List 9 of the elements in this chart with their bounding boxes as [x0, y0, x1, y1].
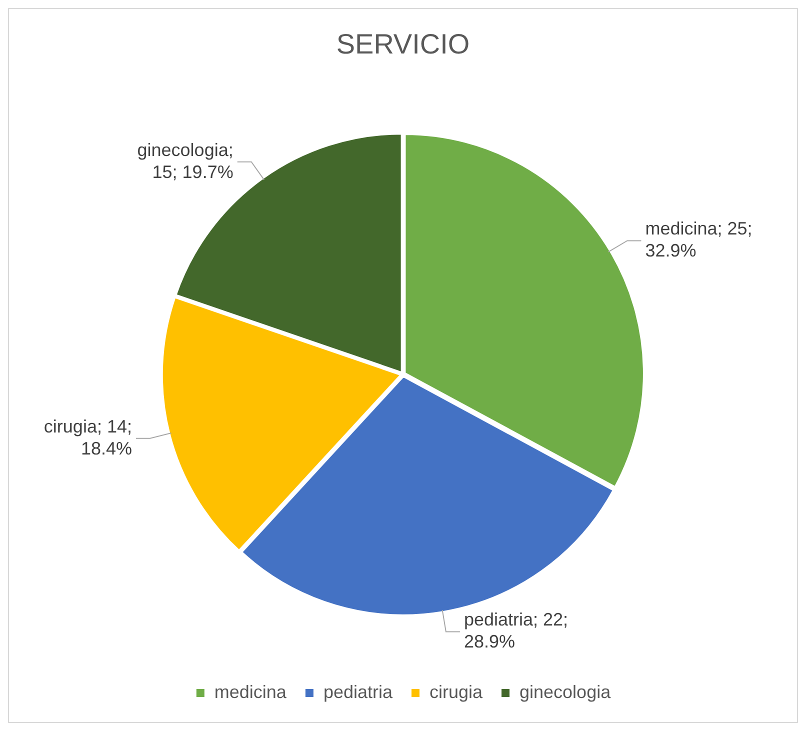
data-label: pediatria; 22; 28.9% — [464, 610, 568, 652]
legend-label: pediatria — [323, 682, 394, 702]
legend-label: medicina — [214, 682, 288, 702]
legend-label: cirugia — [429, 682, 484, 702]
data-label: cirugia; 14; 18.4% — [44, 416, 132, 458]
chart-title: SERVICIO — [336, 28, 470, 60]
data-label: medicina; 25; 32.9% — [645, 218, 752, 261]
legend-label: ginecologia — [520, 682, 612, 702]
data-label: ginecologia; 15; 19.7% — [137, 140, 234, 182]
